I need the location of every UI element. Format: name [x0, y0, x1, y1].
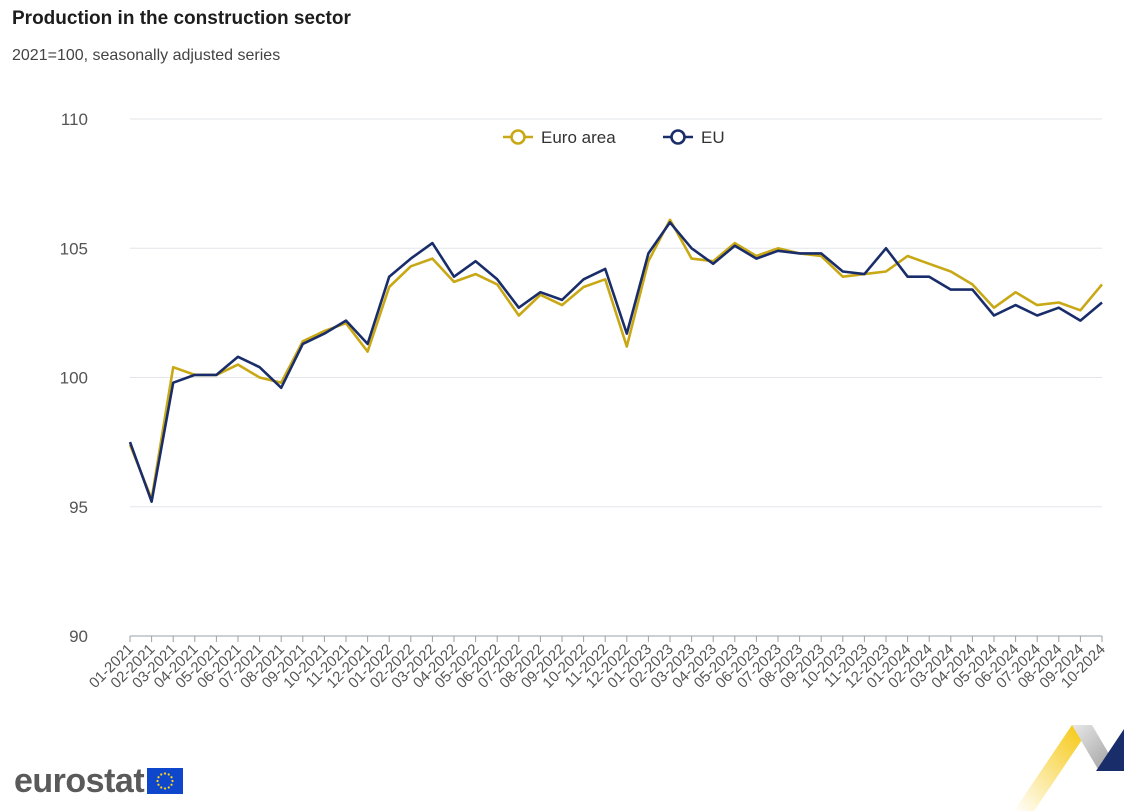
legend-marker-eu: [670, 129, 686, 145]
eurostat-logo-text: eurostat: [14, 762, 145, 800]
y-tick-label: 95: [69, 498, 88, 517]
chart-title: Production in the construction sector: [12, 8, 351, 29]
series-line-eu: [128, 221, 1103, 503]
corner-decoration-icon: [1014, 725, 1124, 811]
legend-label-eu: EU: [701, 128, 725, 147]
y-tick-label: 105: [60, 239, 88, 258]
series-line-euro-area: [128, 218, 1103, 501]
y-tick-label: 90: [69, 627, 88, 646]
eurostat-logo: eurostat: [14, 762, 184, 800]
chart-subtitle: 2021=100, seasonally adjusted series: [12, 47, 281, 64]
eu-flag-icon: [147, 768, 184, 794]
legend-label-euro-area: Euro area: [541, 128, 616, 147]
legend-marker-euro-area: [510, 129, 526, 145]
y-tick-label: 110: [61, 110, 88, 129]
y-tick-label: 100: [60, 369, 88, 388]
